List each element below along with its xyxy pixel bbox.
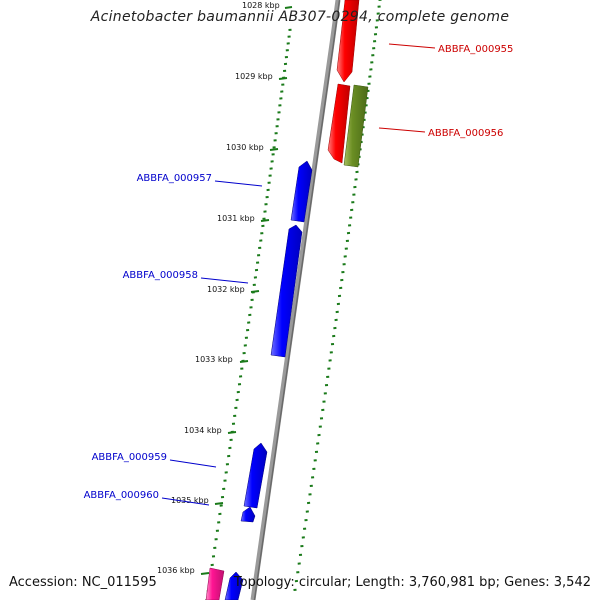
gene-label: ABBFA_000957 — [137, 173, 212, 184]
tick-1032: 1032 kbp — [207, 285, 260, 294]
gene-label: ABBFA_000956 — [428, 128, 503, 139]
tick-label: 1030 kbp — [226, 143, 264, 152]
outer-tick-ring — [293, 0, 382, 591]
tick-1028: 1028 kbp — [242, 1, 293, 10]
gene-label: ABBFA_000958 — [123, 270, 198, 281]
label-ABBFA_000957[interactable]: ABBFA_000957 — [137, 173, 263, 187]
genome-title: Acinetobacter baumannii AB307-0294, comp… — [90, 9, 510, 25]
genome-stats-text: Topology: circular; Length: 3,760,981 bp… — [233, 575, 591, 590]
tick-1035: 1035 kbp — [171, 496, 224, 505]
gene-ABBFA_000956[interactable] — [327, 83, 351, 164]
tick-1031: 1031 kbp — [217, 214, 270, 223]
gene-label: ABBFA_000960 — [84, 490, 159, 501]
gene-ABBFA_000960[interactable] — [240, 506, 256, 523]
tick-label: 1035 kbp — [171, 496, 209, 505]
tick-label: 1031 kbp — [217, 214, 255, 223]
tick-label: 1033 kbp — [195, 355, 233, 364]
gene-rna-olive[interactable] — [343, 84, 369, 168]
gene-ABBFA_000959[interactable] — [243, 442, 268, 509]
genome-backbone-highlight — [253, 0, 341, 600]
label-ABBFA_000960[interactable]: ABBFA_000960 — [84, 490, 210, 506]
label-ABBFA_000955[interactable]: ABBFA_000955 — [388, 43, 513, 55]
tick-1036: 1036 kbp — [157, 566, 210, 575]
tick-label: 1029 kbp — [235, 72, 273, 81]
genome-backbone — [250, 0, 341, 600]
gene-other-pink[interactable] — [205, 567, 225, 600]
tick-marks: 1028 kbp 1029 kbp 1030 kbp 1031 kbp 1032… — [157, 1, 293, 575]
tick-1034: 1034 kbp — [184, 426, 237, 435]
label-ABBFA_000958[interactable]: ABBFA_000958 — [123, 270, 249, 284]
tick-label: 1034 kbp — [184, 426, 222, 435]
tick-1029: 1029 kbp — [235, 72, 288, 81]
gene-ABBFA_000958[interactable] — [270, 224, 303, 358]
gene-label: ABBFA_000959 — [92, 452, 167, 463]
tick-label: 1036 kbp — [157, 566, 195, 575]
label-ABBFA_000959[interactable]: ABBFA_000959 — [92, 452, 217, 468]
gene-forward-partial[interactable] — [224, 571, 244, 600]
tick-label: 1028 kbp — [242, 1, 280, 10]
gene-ABBFA_000957[interactable] — [290, 160, 313, 223]
tick-1030: 1030 kbp — [226, 143, 279, 152]
tick-1033: 1033 kbp — [195, 355, 249, 364]
gene-ABBFA_000955[interactable] — [336, 0, 360, 83]
gene-label: ABBFA_000955 — [438, 44, 513, 55]
tick-label: 1032 kbp — [207, 285, 245, 294]
label-ABBFA_000956[interactable]: ABBFA_000956 — [378, 127, 503, 139]
accession-text: Accession: NC_011595 — [9, 575, 157, 590]
